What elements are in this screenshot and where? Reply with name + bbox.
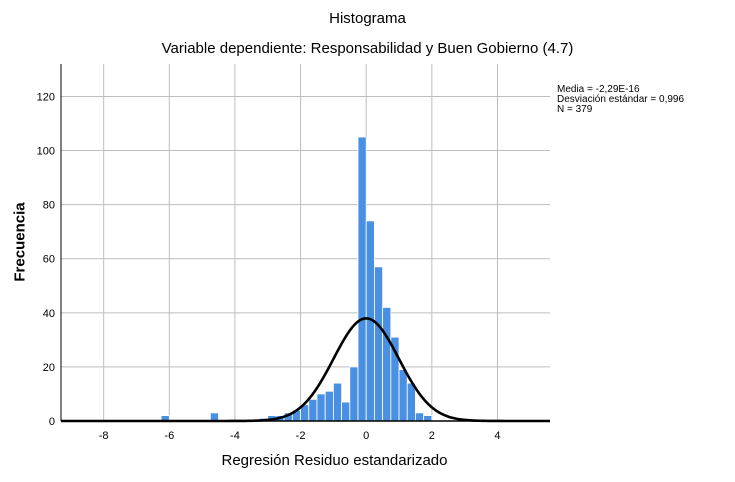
x-tick-label: 4 bbox=[494, 430, 500, 442]
histogram-bar bbox=[324, 390, 334, 422]
y-tick-label: 120 bbox=[37, 91, 55, 103]
stats-legend: Media = -2,29E-16 Desviación estándar = … bbox=[557, 85, 684, 115]
y-tick-label: 40 bbox=[43, 308, 55, 320]
histogram-bar bbox=[332, 382, 343, 422]
histogram-bar bbox=[316, 393, 326, 422]
histogram-bar bbox=[341, 401, 351, 422]
x-tick-label: 0 bbox=[363, 430, 369, 442]
histogram-bar bbox=[357, 136, 367, 422]
x-axis-label-wrap: Regresión Residuo estandarizado bbox=[0, 452, 735, 469]
mean-stat: Media = -2,29E-16 bbox=[557, 84, 640, 95]
histogram-bar bbox=[382, 307, 392, 422]
chart-title: Histograma bbox=[329, 10, 406, 27]
histogram-bar bbox=[423, 415, 433, 422]
y-tick-label: 80 bbox=[43, 200, 55, 212]
y-tick-label: 60 bbox=[43, 254, 55, 266]
n-stat: N = 379 bbox=[557, 104, 593, 115]
histogram-bar bbox=[406, 382, 416, 422]
y-axis-label: Frecuencia bbox=[11, 202, 29, 282]
chart-subtitle: Variable dependiente: Responsabilidad y … bbox=[161, 40, 574, 57]
histogram-bar bbox=[308, 398, 318, 422]
x-tick-label: -4 bbox=[230, 430, 240, 442]
x-tick-label: -6 bbox=[164, 430, 174, 442]
histogram-bar bbox=[349, 366, 359, 422]
y-tick-label: 100 bbox=[37, 146, 55, 158]
plot-area bbox=[61, 64, 550, 421]
sd-stat: Desviación estándar = 0,996 bbox=[557, 94, 685, 105]
x-tick-label: 2 bbox=[429, 430, 435, 442]
x-tick-label: -8 bbox=[99, 430, 109, 442]
histogram-bar bbox=[415, 412, 425, 422]
histogram-bar bbox=[398, 369, 408, 422]
y-tick-label: 20 bbox=[43, 362, 55, 374]
y-tick-label: 0 bbox=[49, 416, 55, 428]
x-axis-label: Regresión Residuo estandarizado bbox=[221, 452, 448, 469]
x-tick-label: -2 bbox=[296, 430, 306, 442]
histogram-bar bbox=[374, 266, 384, 422]
